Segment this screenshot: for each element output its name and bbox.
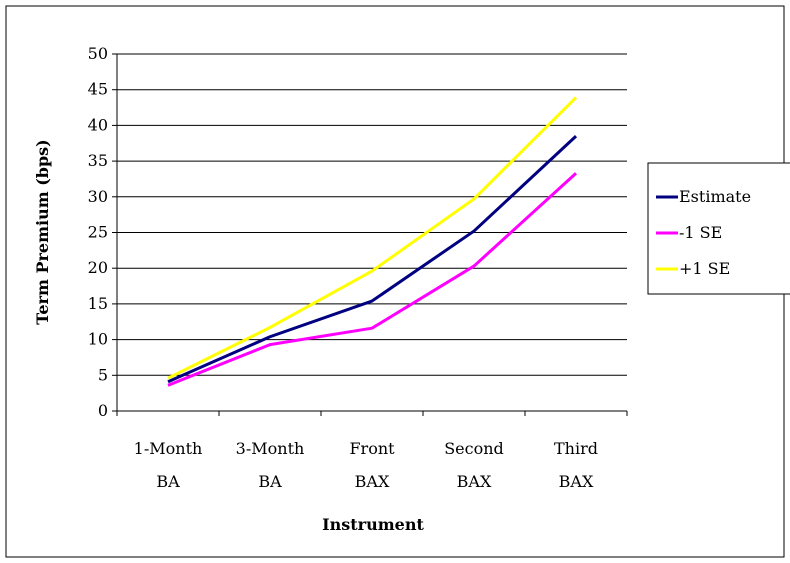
legend-box bbox=[647, 162, 790, 295]
legend-label: +1 SE bbox=[679, 259, 730, 278]
series-line bbox=[167, 135, 578, 384]
y-tick-label: 50 bbox=[88, 44, 108, 63]
series-line bbox=[167, 172, 578, 387]
x-tick-label: Third bbox=[554, 439, 598, 458]
x-tick-label: 1-Month bbox=[134, 439, 203, 458]
y-tick-label: 20 bbox=[88, 258, 108, 277]
x-tick-label: BAX bbox=[457, 472, 492, 491]
x-tick-label: BA bbox=[156, 472, 180, 491]
y-tick-label: 40 bbox=[88, 115, 108, 134]
x-tick-label: Second bbox=[444, 439, 504, 458]
x-tick-label: BA bbox=[258, 472, 282, 491]
y-axis: 0 5 10 15 20 25 30 35 40 45 50 bbox=[88, 44, 118, 420]
x-axis-title: Instrument bbox=[322, 515, 424, 534]
legend: Estimate -1 SE +1 SE bbox=[647, 162, 790, 295]
y-tick-label: 30 bbox=[88, 187, 108, 206]
y-tick-label: 15 bbox=[88, 294, 108, 313]
x-tick-label: Front bbox=[349, 439, 395, 458]
series-layer bbox=[167, 96, 578, 387]
y-tick-label: 10 bbox=[88, 330, 108, 349]
x-tick-label: BAX bbox=[355, 472, 390, 491]
series-line bbox=[167, 96, 578, 380]
y-tick-label: 35 bbox=[88, 151, 108, 170]
y-tick-label: 25 bbox=[88, 223, 108, 242]
legend-label: -1 SE bbox=[679, 223, 722, 242]
y-tick-label: 0 bbox=[98, 401, 108, 420]
y-axis-title: Term Premium (bps) bbox=[33, 139, 52, 324]
x-tick-label: 3-Month bbox=[236, 439, 305, 458]
x-axis: 1-Month BA 3-Month BA Front BAX Second BAX Third… bbox=[116, 410, 628, 491]
x-tick-label: BAX bbox=[559, 472, 594, 491]
plot-area bbox=[117, 53, 627, 376]
y-tick-label: 5 bbox=[98, 365, 108, 384]
y-tick-label: 45 bbox=[88, 80, 108, 99]
legend-label: Estimate bbox=[679, 187, 751, 206]
